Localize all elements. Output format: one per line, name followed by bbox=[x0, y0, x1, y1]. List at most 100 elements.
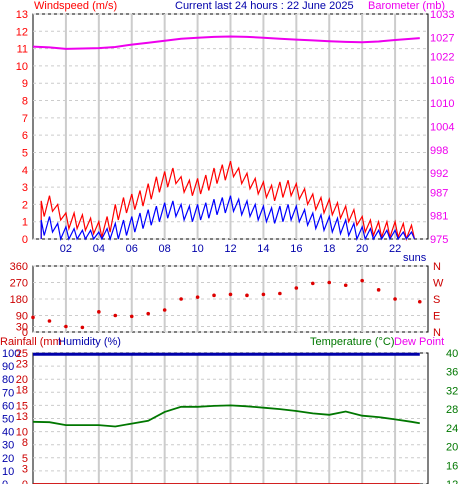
direction-point bbox=[113, 313, 118, 318]
y-tick-right: 1022 bbox=[430, 52, 454, 64]
rain-tick: 0 bbox=[22, 479, 28, 484]
direction-point bbox=[228, 292, 233, 297]
y-tick-left: 1 bbox=[22, 217, 28, 229]
compass-label: E bbox=[433, 311, 440, 323]
humidity-legend: Humidity (%) bbox=[58, 336, 121, 348]
y-tick-left: 12 bbox=[16, 26, 28, 38]
temperature-tick: 16 bbox=[446, 460, 458, 472]
direction-point bbox=[80, 325, 85, 330]
y-tick-right: 981 bbox=[430, 211, 448, 223]
temperature-tick: 24 bbox=[446, 423, 458, 435]
direction-point bbox=[376, 288, 381, 292]
temperature-tick: 32 bbox=[446, 385, 458, 397]
direction-point bbox=[393, 297, 397, 301]
x-tick-label: 18 bbox=[323, 243, 335, 255]
y-tick-left: 4 bbox=[22, 165, 28, 177]
x-tick-label: 08 bbox=[159, 243, 171, 255]
compass-label: N bbox=[433, 327, 441, 339]
compass-label: S bbox=[433, 294, 440, 306]
y-tick: 0 bbox=[22, 327, 28, 339]
humidity-tick: 20 bbox=[2, 453, 14, 465]
y-tick-right: 992 bbox=[430, 168, 448, 180]
x-tick-label: 06 bbox=[126, 243, 138, 255]
humidity-tick: 90 bbox=[2, 361, 14, 373]
temperature-tick: 12 bbox=[446, 479, 458, 484]
direction-point bbox=[294, 286, 299, 290]
y-tick-right: 1010 bbox=[430, 98, 454, 110]
rain-tick: 25 bbox=[16, 348, 28, 360]
series-temperature bbox=[32, 404, 420, 428]
y-tick-left: 9 bbox=[22, 78, 28, 90]
direction-point bbox=[212, 293, 216, 298]
direction-point bbox=[245, 293, 249, 298]
temperature-legend: Temperature (°C) bbox=[310, 336, 394, 348]
y-tick-left: 10 bbox=[16, 61, 28, 73]
direction-point bbox=[179, 297, 183, 301]
rain-tick: 15 bbox=[16, 400, 28, 412]
direction-point bbox=[417, 299, 422, 304]
rain-tick: 13 bbox=[16, 411, 28, 423]
y-tick: 30 bbox=[16, 322, 28, 334]
y-tick-right: 1016 bbox=[430, 75, 454, 87]
humidity-tick: 70 bbox=[2, 387, 14, 399]
temperature-tick: 40 bbox=[446, 348, 458, 360]
direction-point bbox=[97, 310, 101, 314]
temperature-tick: 36 bbox=[446, 367, 458, 379]
humidity-tick: 0 bbox=[2, 479, 8, 484]
rain-tick: 20 bbox=[16, 374, 28, 386]
series-pressure bbox=[32, 35, 420, 50]
barometer-label: Barometer (mb) bbox=[368, 0, 445, 12]
y-tick-right: 975 bbox=[430, 234, 448, 246]
x-tick-label: 22 bbox=[389, 243, 401, 255]
temperature-tick: 20 bbox=[446, 442, 458, 454]
chart-title: Current last 24 hours : 22 June 2025 bbox=[175, 0, 354, 12]
series-average bbox=[40, 195, 416, 242]
direction-point bbox=[195, 295, 200, 299]
rain-tick: 23 bbox=[16, 358, 28, 370]
x-tick-label: 04 bbox=[93, 243, 105, 255]
rain-tick: 18 bbox=[16, 385, 28, 397]
y-tick-right: 998 bbox=[430, 145, 448, 157]
rainfall-legend: Rainfall (mm bbox=[0, 336, 62, 348]
y-tick-right: 1004 bbox=[430, 122, 454, 134]
x-tick-label: 16 bbox=[290, 243, 302, 255]
direction-point bbox=[360, 278, 364, 283]
y-tick-left: 0 bbox=[22, 234, 28, 246]
direction-point bbox=[343, 283, 348, 288]
x-tick-label: 02 bbox=[60, 243, 72, 255]
direction-point bbox=[278, 291, 282, 296]
y-tick-left: 7 bbox=[22, 113, 28, 125]
direction-point bbox=[47, 319, 52, 323]
y-tick: 360 bbox=[10, 261, 28, 273]
y-tick-right: 1033 bbox=[430, 9, 454, 21]
x-tick-label: 20 bbox=[356, 243, 368, 255]
y-tick-left: 3 bbox=[22, 182, 28, 194]
humidity-tick: 100 bbox=[2, 348, 20, 360]
series-gust bbox=[40, 160, 416, 242]
direction-point bbox=[146, 311, 151, 316]
direction-point bbox=[31, 315, 35, 320]
humidity-tick: 30 bbox=[2, 440, 14, 452]
rain-tick: 5 bbox=[22, 453, 28, 465]
rain-tick: 3 bbox=[22, 463, 28, 475]
y-tick-left: 13 bbox=[16, 9, 28, 21]
direction-point bbox=[162, 308, 167, 312]
humidity-tick: 60 bbox=[2, 400, 14, 412]
rain-humidity-temperature-panel: 0102030405060708090100035810131518202325… bbox=[0, 336, 458, 484]
humidity-tick: 40 bbox=[2, 427, 14, 439]
direction-point bbox=[129, 314, 134, 319]
x-tick-label: 14 bbox=[257, 243, 269, 255]
y-tick: 180 bbox=[10, 294, 28, 306]
y-tick-left: 6 bbox=[22, 130, 28, 142]
x-axis-suffix: suns bbox=[403, 252, 427, 264]
direction-point bbox=[310, 281, 315, 286]
compass-label: W bbox=[433, 278, 444, 290]
wind-barometer-panel: 0123456789101112139759819879929981004101… bbox=[16, 9, 455, 264]
y-tick-right: 1027 bbox=[430, 32, 454, 44]
windspeed-label: Windspeed (m/s) bbox=[34, 0, 117, 12]
rain-tick: 8 bbox=[22, 437, 28, 449]
y-tick-left: 11 bbox=[17, 44, 28, 56]
temperature-tick: 28 bbox=[446, 404, 458, 416]
